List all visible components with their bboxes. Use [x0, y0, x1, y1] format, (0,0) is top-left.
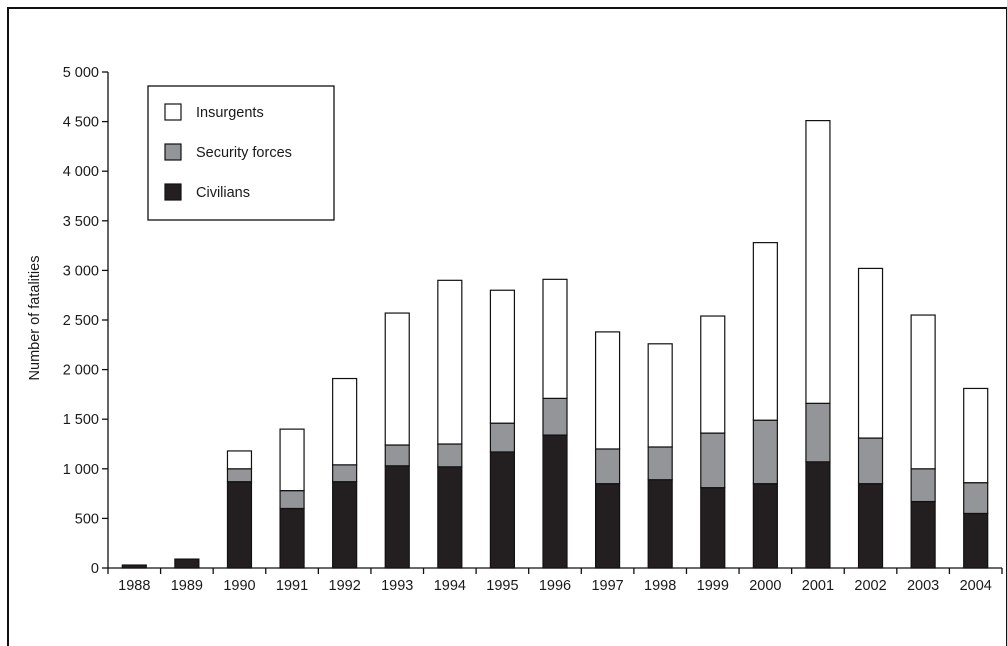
bar-insurgents-1990 [226, 450, 253, 470]
bar-civilians-2004 [963, 512, 989, 569]
y-tick-label: 3 000 [63, 263, 99, 279]
bar-civilians-1989 [174, 558, 200, 569]
x-tick-label: 1994 [434, 578, 466, 594]
bar-civilians-2002 [857, 483, 884, 569]
bar-civilians-1997 [594, 483, 621, 569]
x-tick-label: 1988 [118, 578, 150, 594]
bar-insurgents-1993 [384, 312, 410, 446]
bar-security-forces-1996 [542, 397, 568, 436]
x-tick-label: 1996 [539, 578, 571, 594]
x-tick-label: 1992 [329, 578, 361, 594]
x-tick-label: 2000 [749, 578, 781, 594]
bar-insurgents-2001 [805, 120, 831, 404]
figure-border [7, 7, 1007, 646]
bar-security-forces-1993 [384, 444, 410, 467]
bar-insurgents-1997 [594, 331, 621, 450]
legend-swatch-insurgents [164, 103, 182, 121]
bar-security-forces-2002 [857, 437, 884, 485]
x-tick-label: 2002 [854, 578, 886, 594]
x-tick-label: 1999 [697, 578, 729, 594]
y-tick-label: 1 000 [63, 462, 99, 478]
bar-civilians-1994 [437, 466, 463, 569]
bar-civilians-1993 [384, 465, 410, 569]
bar-security-forces-2000 [752, 419, 778, 485]
bar-security-forces-1994 [437, 443, 463, 468]
y-tick-label: 4 500 [63, 115, 99, 131]
bar-civilians-2003 [910, 500, 936, 569]
y-tick-label: 0 [91, 561, 99, 577]
bar-civilians-1991 [279, 507, 305, 569]
legend-swatch-security-forces [164, 143, 182, 161]
y-tick-label: 3 500 [63, 214, 99, 230]
bar-security-forces-1997 [594, 448, 621, 485]
bar-insurgents-1996 [542, 278, 568, 399]
x-tick-label: 2001 [802, 578, 834, 594]
bar-security-forces-1991 [279, 490, 305, 510]
bar-civilians-1999 [700, 487, 726, 569]
y-tick-label: 500 [75, 511, 99, 527]
bar-security-forces-2001 [805, 402, 831, 463]
x-tick-label: 1995 [486, 578, 518, 594]
legend-label-security-forces: Security forces [196, 145, 292, 161]
bar-security-forces-1998 [647, 446, 673, 481]
legend-swatch-civilians [164, 183, 182, 201]
bar-insurgents-2002 [857, 267, 884, 439]
x-tick-label: 1993 [381, 578, 413, 594]
bar-insurgents-1998 [647, 343, 673, 448]
x-tick-label: 1997 [591, 578, 623, 594]
legend-label-insurgents: Insurgents [196, 105, 264, 121]
x-tick-label: 1990 [223, 578, 255, 594]
bar-civilians-2000 [752, 483, 778, 569]
y-axis-title: Number of fatalities [27, 256, 43, 381]
bar-civilians-1995 [489, 451, 516, 569]
bar-security-forces-2004 [963, 482, 989, 515]
bar-security-forces-1992 [332, 464, 358, 483]
bar-insurgents-1991 [279, 428, 305, 492]
y-tick-label: 2 500 [63, 313, 99, 329]
bar-security-forces-1995 [489, 422, 516, 453]
bar-civilians-1992 [332, 481, 358, 569]
y-tick-label: 4 000 [63, 164, 99, 180]
x-tick-label: 1989 [171, 578, 203, 594]
bar-insurgents-2003 [910, 314, 936, 470]
bar-insurgents-1999 [700, 315, 726, 434]
legend-label-civilians: Civilians [196, 185, 250, 201]
bar-insurgents-2004 [963, 387, 989, 484]
y-tick-label: 2 000 [63, 363, 99, 379]
x-tick-label: 2003 [907, 578, 939, 594]
bar-insurgents-2000 [752, 242, 778, 421]
bar-civilians-2001 [805, 461, 831, 569]
legend: Insurgents Security forces Civilians [147, 85, 335, 221]
y-tick-label: 5 000 [63, 65, 99, 81]
bar-insurgents-1995 [489, 289, 516, 424]
bar-civilians-1996 [542, 434, 568, 569]
plot-area: 0 500 1 000 1 500 2 000 2 500 3 000 3 500 4 000 4… [63, 65, 1003, 594]
y-tick-label: 1 500 [63, 412, 99, 428]
bar-security-forces-1990 [226, 468, 253, 483]
bar-insurgents-1994 [437, 279, 463, 445]
bar-security-forces-1999 [700, 432, 726, 489]
bar-security-forces-2003 [910, 468, 936, 503]
bar-civilians-1990 [226, 481, 253, 569]
x-tick-label: 2004 [960, 578, 992, 594]
x-tick-label: 1998 [644, 578, 676, 594]
bar-insurgents-1992 [332, 377, 358, 466]
x-tick-label: 1991 [276, 578, 308, 594]
bar-civilians-1998 [647, 479, 673, 569]
bar-civilians-1988 [121, 564, 147, 569]
